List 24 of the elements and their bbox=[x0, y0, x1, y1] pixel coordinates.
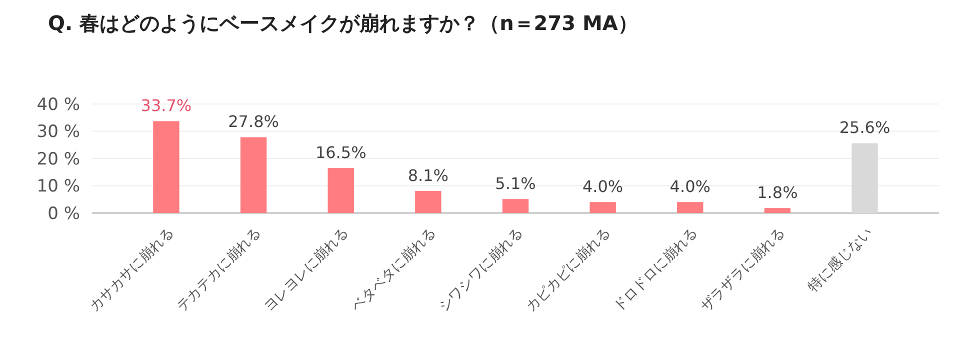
data-label: 4.0% bbox=[670, 177, 710, 196]
data-label: 27.8% bbox=[228, 112, 279, 132]
y-tick-label: 40 % bbox=[36, 94, 80, 115]
bar bbox=[502, 199, 529, 213]
data-label: 5.1% bbox=[495, 174, 536, 194]
y-tick-label: 0 % bbox=[48, 204, 80, 224]
bar bbox=[153, 121, 180, 213]
data-label: 16.5% bbox=[315, 143, 366, 162]
bar bbox=[590, 202, 616, 213]
data-label: 1.8% bbox=[757, 183, 798, 202]
x-tick-label: 特に感じない bbox=[804, 224, 876, 296]
data-label: 25.6% bbox=[839, 118, 890, 138]
bar bbox=[764, 208, 791, 213]
bar bbox=[328, 168, 354, 213]
y-tick-label: 10 % bbox=[36, 176, 80, 197]
bar bbox=[415, 190, 442, 213]
y-tick-label: 20 % bbox=[36, 149, 80, 170]
data-label: 8.1% bbox=[408, 166, 449, 185]
data-label: 33.7% bbox=[140, 96, 192, 116]
chart-title: Q. 春はどのようにベースメイクが崩れますか？（n＝273 MA） bbox=[48, 11, 638, 35]
y-tick-label: 30 % bbox=[36, 122, 80, 142]
bar bbox=[677, 202, 704, 213]
bar bbox=[240, 137, 267, 213]
data-label: 4.0% bbox=[582, 177, 624, 196]
